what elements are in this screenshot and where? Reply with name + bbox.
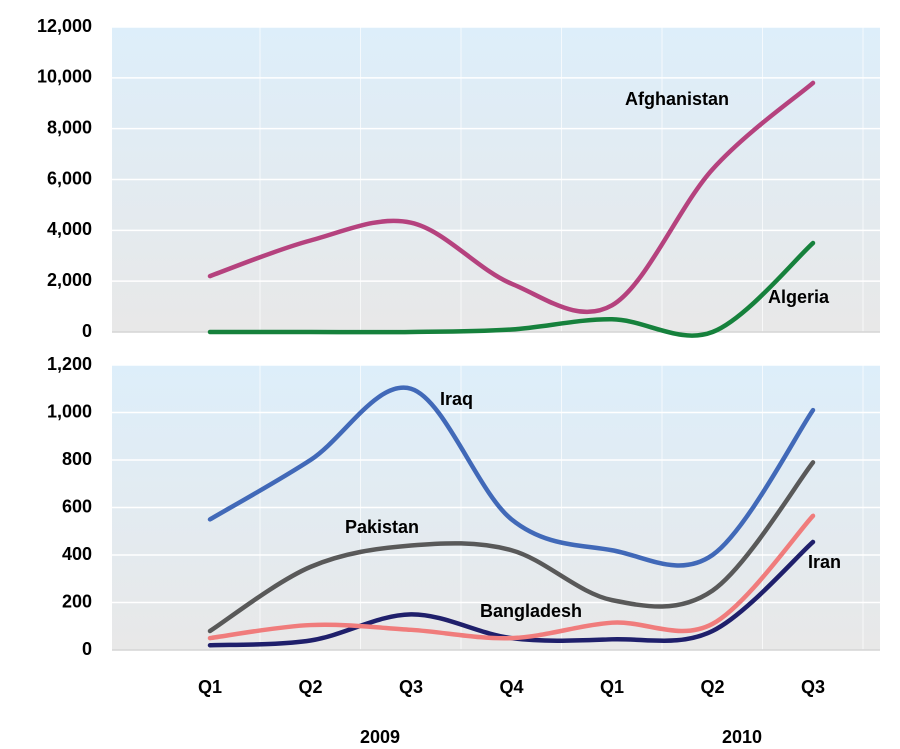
x-tick-label: Q3 [801,677,825,697]
y-tick-label: 4,000 [47,219,92,239]
line-series [207,460,816,634]
line-series [207,385,816,568]
y-tick-label: 1,000 [47,401,92,421]
x-tick-label: Q1 [198,677,222,697]
series-label: Iran [808,552,841,572]
x-tick-label: Q4 [499,677,523,697]
y-tick-label: 200 [62,591,92,611]
y-tick-label: 0 [82,639,92,659]
series-label: Pakistan [345,517,419,537]
year-label: 2009 [360,727,400,747]
x-tick-label: Q2 [298,677,322,697]
y-tick-label: 400 [62,544,92,564]
y-tick-label: 0 [82,321,92,341]
y-tick-label: 8,000 [47,117,92,137]
year-label: 2010 [722,727,762,747]
y-tick-label: 6,000 [47,168,92,188]
series-label: Algeria [768,287,830,307]
series-label: Iraq [440,389,473,409]
line-series [207,240,816,338]
x-tick-label: Q1 [600,677,624,697]
y-tick-label: 10,000 [37,67,92,87]
y-tick-label: 2,000 [47,270,92,290]
series-label: Bangladesh [480,601,582,621]
series-label: Afghanistan [625,89,729,109]
x-tick-label: Q3 [399,677,423,697]
y-tick-label: 800 [62,449,92,469]
y-tick-label: 600 [62,496,92,516]
line-series [207,513,816,641]
line-series [207,80,816,315]
y-tick-label: 1,200 [47,354,92,374]
y-tick-label: 12,000 [37,16,92,36]
x-tick-label: Q2 [700,677,724,697]
